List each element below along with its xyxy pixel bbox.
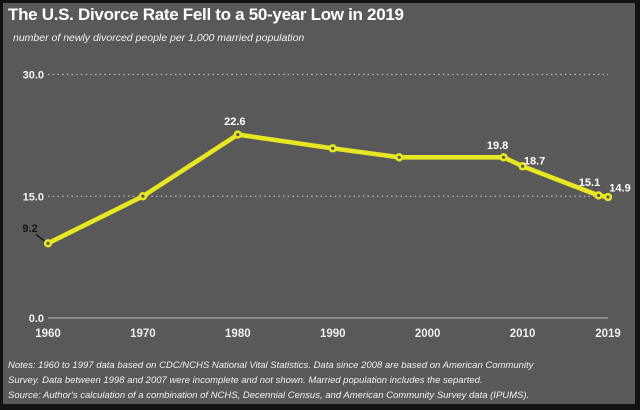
chart-title: The U.S. Divorce Rate Fell to a 50-year … — [8, 5, 404, 24]
x-tick-label: 2010 — [510, 328, 536, 340]
data-point-hole — [236, 132, 240, 137]
label-leader-line — [35, 233, 46, 242]
x-tick-label: 1990 — [320, 328, 346, 340]
data-point-label: 19.8 — [487, 140, 508, 152]
notes-line-1: Notes: 1960 to 1997 data based on CDC/NC… — [8, 360, 534, 371]
data-point-hole — [606, 195, 610, 199]
notes-line-3: Source: Author's calculation of a combin… — [8, 390, 530, 401]
chart-subtitle: number of newly divorced people per 1,00… — [13, 32, 305, 44]
trend-line — [45, 132, 611, 246]
data-point-hole — [520, 164, 525, 168]
data-point-hole — [397, 155, 401, 159]
x-tick-label: 1960 — [35, 328, 61, 340]
y-tick-label: 15.0 — [23, 191, 44, 203]
x-tick-label: 2000 — [415, 328, 441, 340]
chart-background — [3, 3, 635, 404]
y-tick-label: 30.0 — [23, 70, 44, 82]
data-point-label: 14.9 — [609, 183, 630, 195]
data-point-label: 22.6 — [224, 116, 245, 128]
data-point-hole — [46, 241, 50, 245]
chart-notes: Notes: 1960 to 1997 data based on CDC/NC… — [8, 358, 624, 403]
data-point-label: 15.1 — [579, 177, 600, 189]
x-tick-label: 1980 — [225, 328, 251, 340]
data-point-hole — [501, 155, 506, 159]
data-point-hole — [331, 146, 335, 150]
x-tick-label: 1970 — [130, 328, 156, 340]
data-point-label: 9.2 — [22, 223, 37, 235]
y-tick-label: 0.0 — [29, 313, 44, 325]
data-point-hole — [141, 194, 145, 198]
data-point-label: 18.7 — [524, 156, 545, 168]
notes-line-2: Survey. Data between 1998 and 2007 were … — [8, 375, 483, 386]
data-point-hole — [596, 193, 601, 198]
x-tick-label: 2019 — [595, 328, 621, 340]
